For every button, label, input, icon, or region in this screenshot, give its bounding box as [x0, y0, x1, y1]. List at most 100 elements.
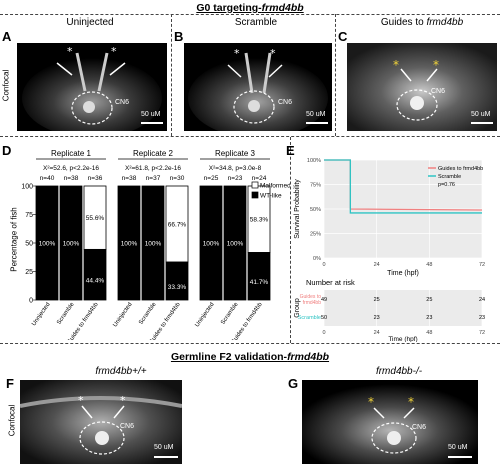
- micrograph-F-image: * *: [20, 380, 182, 464]
- svg-text:*: *: [120, 394, 126, 407]
- micrograph-C-image: * *: [347, 43, 497, 131]
- risk-value: 23: [426, 315, 432, 321]
- bar-wt: [117, 185, 141, 301]
- n-label: n=37: [146, 175, 161, 182]
- panel-letter-G: G: [288, 376, 299, 391]
- svg-text:*: *: [433, 58, 439, 72]
- bar-wt: [141, 185, 165, 301]
- divider-top: [0, 14, 500, 15]
- n-label: n=38: [64, 175, 79, 182]
- legend-swatch-malformed: [251, 181, 259, 189]
- risk-value: 23: [374, 315, 380, 321]
- ytick-label: 0%: [313, 256, 321, 262]
- bar-label-malformed: 58.3%: [250, 217, 269, 224]
- bar-label-wt: 100%: [39, 241, 56, 248]
- cn6-label-B: CN6: [278, 99, 293, 106]
- divider-bc: [335, 14, 336, 136]
- panel-D-chart: 100 75 50 25 0 Replicate 1 X²=52.6, p<2.2e-16 n…: [21, 149, 290, 340]
- bottom-title: Germline F2 validation-frmd4bb: [170, 351, 330, 363]
- replicate-stat: X²=52.6, p<2.2e-16: [43, 165, 99, 172]
- xtick-label: 24: [374, 262, 380, 268]
- x-category-label: Scramble: [138, 301, 158, 326]
- bar-label-wt: 100%: [145, 241, 162, 248]
- micrograph-G: * * CN6 50 uM: [302, 380, 478, 464]
- risk-xtick-label: 0: [322, 330, 325, 336]
- ytick-label: 50: [25, 241, 33, 248]
- risk-group-label-cont: frmd4bb: [303, 300, 322, 306]
- panel-letter-C: C: [338, 29, 348, 44]
- bar-label-wt: 100%: [63, 241, 80, 248]
- n-label: n=30: [170, 175, 185, 182]
- micrograph-B-image: * *: [188, 47, 328, 131]
- panel-letter-D: D: [2, 143, 12, 158]
- scale-bar-F: [154, 456, 178, 458]
- svg-text:*: *: [368, 395, 374, 409]
- scale-label-F: 50 uM: [154, 444, 174, 451]
- n-label: n=40: [40, 175, 55, 182]
- ytick-label: 50%: [310, 207, 321, 213]
- bar-wt: [35, 185, 59, 301]
- svg-text:*: *: [111, 45, 117, 58]
- risk-value: 24: [479, 297, 485, 303]
- bar-label-wt: 33.3%: [168, 284, 187, 291]
- caption-C: Guides to frmd4bb: [380, 17, 464, 28]
- cn6-label-G: CN6: [412, 424, 427, 431]
- divider-ab: [171, 14, 172, 136]
- risk-value: 49: [321, 297, 327, 303]
- risk-xtick-label: 72: [479, 330, 485, 336]
- risk-group-label: Guides to: [300, 294, 322, 300]
- svg-text:*: *: [67, 45, 73, 58]
- ytick-label: 100: [21, 184, 33, 191]
- cn6-label-C: CN6: [431, 88, 446, 95]
- xtick-label: 72: [479, 262, 485, 268]
- divider-row2: [0, 343, 500, 344]
- legend-label-wt: WT-like: [260, 193, 282, 200]
- panel-letter-E: E: [286, 143, 295, 158]
- ytick-label: 25%: [310, 232, 321, 238]
- risk-ylabel: Group: [294, 298, 301, 318]
- scale-bar-C: [471, 122, 493, 124]
- divider-row1: [0, 136, 500, 137]
- risk-value: 50: [321, 315, 327, 321]
- n-label: n=24: [252, 175, 267, 182]
- bar-wt: [247, 252, 271, 301]
- risk-value: 23: [479, 315, 485, 321]
- replicate-title: Replicate 1: [51, 149, 92, 158]
- ytick-label: 0: [29, 298, 33, 305]
- scale-label-C: 50 uM: [471, 111, 491, 118]
- x-category-label: Unnjected: [31, 302, 51, 328]
- micrograph-B: * * CN6 50 uM: [184, 43, 332, 131]
- risk-xtick-label: 48: [426, 330, 432, 336]
- micrograph-C: * * CN6 50 uM: [347, 43, 497, 131]
- bar-label-malformed: 66.7%: [168, 222, 187, 229]
- n-label: n=36: [88, 175, 103, 182]
- ytick-label: 75: [25, 212, 33, 219]
- x-category-label: Uninjected: [194, 302, 215, 329]
- svg-text:*: *: [78, 394, 84, 407]
- n-label: n=25: [204, 175, 219, 182]
- ytick-label: 75%: [310, 183, 321, 189]
- caption-A: Uninjected: [66, 17, 114, 28]
- scale-bar-G: [448, 456, 472, 458]
- panel-letter-F: F: [6, 376, 14, 391]
- svg-text:*: *: [393, 58, 399, 72]
- bar-label-wt: 100%: [227, 241, 244, 248]
- confocal-label-top: Confocal: [1, 69, 11, 102]
- micrograph-F: * * CN6 50 uM: [20, 380, 182, 464]
- bar-label-wt: 100%: [121, 241, 138, 248]
- bar-label-wt: 41.7%: [250, 279, 269, 286]
- risk-value: 25: [374, 297, 380, 303]
- risk-group-label: Scramble: [298, 315, 321, 321]
- n-label: n=38: [122, 175, 137, 182]
- micrograph-A-image: * *: [22, 45, 162, 131]
- panel-letter-A: A: [2, 29, 12, 44]
- xtick-label: 48: [426, 262, 432, 268]
- bar-wt: [59, 185, 83, 301]
- replicate-stat: X²=61.8, p<2.2e-16: [125, 165, 181, 172]
- replicate-stat: X²=34.8, p=3.0e-8: [209, 165, 262, 172]
- caption-G: frmd4bb-/-: [375, 366, 423, 377]
- scale-bar-A: [141, 122, 163, 124]
- bar-label-malformed: 55.6%: [86, 215, 105, 222]
- caption-B: Scramble: [234, 17, 278, 28]
